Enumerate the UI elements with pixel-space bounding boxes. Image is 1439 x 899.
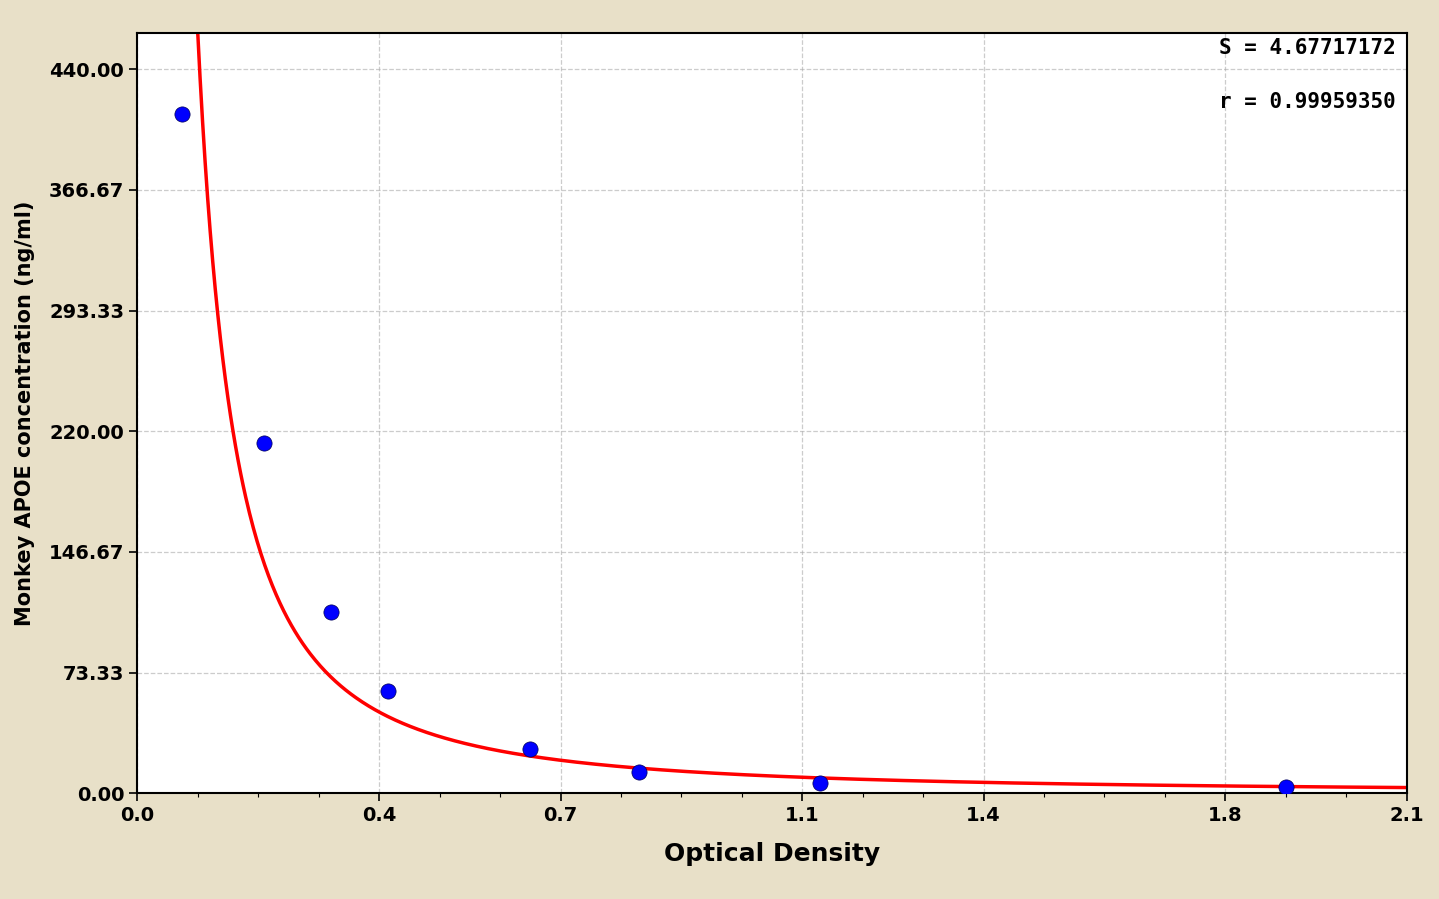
Point bbox=[809, 776, 832, 790]
Text: S = 4.67717172: S = 4.67717172 bbox=[1219, 38, 1396, 58]
Point bbox=[170, 106, 193, 120]
Point bbox=[377, 684, 400, 699]
Point bbox=[253, 435, 276, 450]
X-axis label: Optical Density: Optical Density bbox=[663, 842, 881, 866]
Text: r = 0.99959350: r = 0.99959350 bbox=[1219, 92, 1396, 111]
Point bbox=[627, 764, 650, 779]
Point bbox=[519, 742, 543, 756]
Point bbox=[319, 605, 342, 619]
Point bbox=[1275, 780, 1298, 795]
Y-axis label: Monkey APOE concentration (ng/ml): Monkey APOE concentration (ng/ml) bbox=[14, 200, 35, 626]
